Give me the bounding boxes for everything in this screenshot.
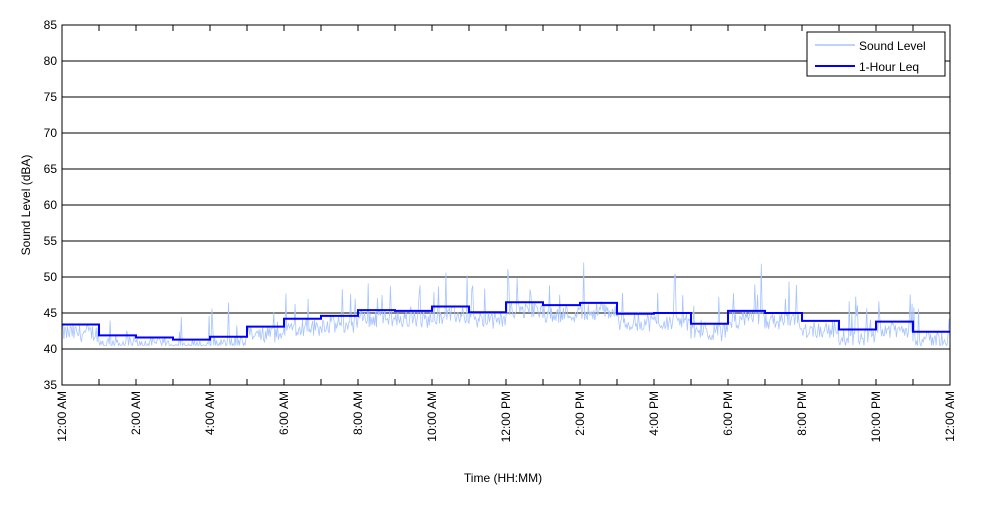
- x-tick-label: 2:00 AM: [129, 391, 143, 435]
- y-axis-label: Sound Level (dBA): [19, 155, 33, 256]
- x-tick-label: 12:00 PM: [499, 391, 513, 442]
- y-tick-label: 50: [44, 270, 58, 284]
- y-tick-label: 35: [44, 378, 58, 392]
- leq-series: [62, 301, 950, 341]
- y-tick-label: 65: [44, 162, 58, 176]
- leq-step-line: [62, 301, 950, 341]
- y-tick-label: 60: [44, 198, 58, 212]
- x-tick-label: 12:00 AM: [943, 391, 957, 442]
- x-tick-label: 6:00 PM: [721, 391, 735, 436]
- x-tick-label: 8:00 PM: [795, 391, 809, 436]
- x-tick-label: 6:00 AM: [277, 391, 291, 435]
- legend-box: [806, 31, 946, 77]
- x-tick-label: 4:00 PM: [647, 391, 661, 436]
- y-axis: 35 40 45 50 55 60 65 70 75 80 85: [44, 18, 58, 392]
- grid-lines: [62, 60, 950, 350]
- y-tick-label: 70: [44, 126, 58, 140]
- sound-level-series: [61, 262, 951, 347]
- y-tick-label: 80: [44, 54, 58, 68]
- y-tick-label: 55: [44, 234, 58, 248]
- legend-label-sound-level: Sound Level: [859, 39, 926, 53]
- y-tick-label: 85: [44, 18, 58, 32]
- legend-label-leq: 1-Hour Leq: [859, 60, 919, 74]
- x-tick-label: 12:00 AM: [55, 391, 69, 442]
- x-tick-label: 10:00 PM: [869, 391, 883, 442]
- y-tick-label: 75: [44, 90, 58, 104]
- x-tick-label: 2:00 PM: [573, 391, 587, 436]
- x-tick-label: 10:00 AM: [425, 391, 439, 442]
- x-axis-label: Time (HH:MM): [464, 471, 542, 485]
- y-tick-label: 45: [44, 306, 58, 320]
- x-axis: 12:00 AM 2:00 AM 4:00 AM 6:00 AM 8:00 AM 10:0…: [55, 25, 957, 442]
- legend: Sound Level 1-Hour Leq: [806, 31, 946, 77]
- x-tick-label: 8:00 AM: [351, 391, 365, 435]
- x-tick-label: 4:00 AM: [203, 391, 217, 435]
- y-tick-label: 40: [44, 342, 58, 356]
- sound-level-line: [61, 262, 951, 347]
